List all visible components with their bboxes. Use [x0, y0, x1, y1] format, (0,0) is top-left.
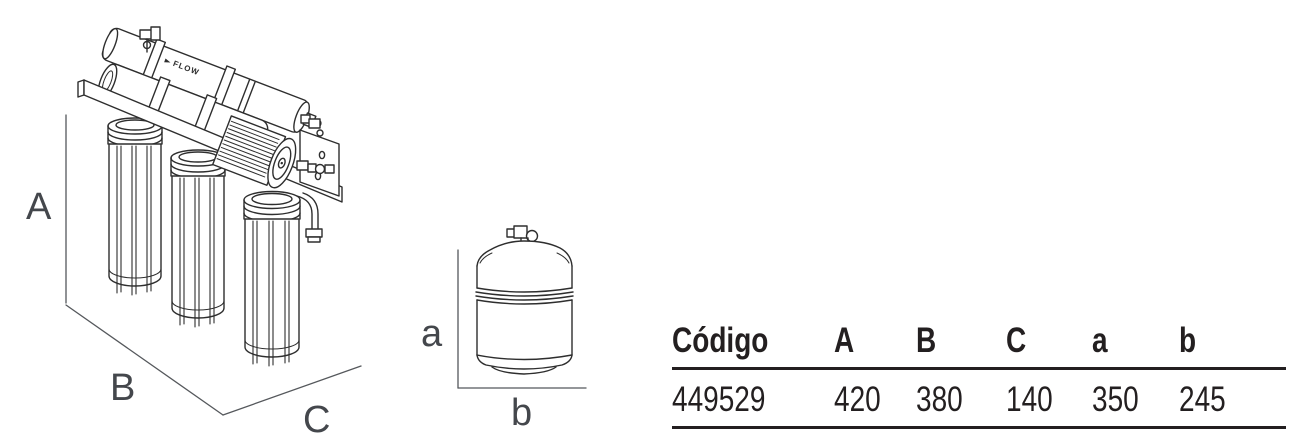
dim-label-a: a	[421, 313, 443, 355]
dim-label-C: C	[303, 399, 330, 441]
dim-label-A: A	[26, 186, 52, 228]
drain-elbow	[296, 192, 323, 243]
value-A: 420	[834, 380, 881, 419]
dim-line-B	[65, 304, 224, 416]
header-B: B	[916, 321, 937, 360]
filter-cartridge-3	[243, 190, 301, 367]
tank-dimension-lines	[457, 249, 587, 389]
value-B: 380	[916, 380, 963, 419]
spec-table-value-row: 449529 420 380 140 350 245	[672, 370, 1286, 429]
dim-label-b: b	[511, 392, 532, 434]
header-A: A	[834, 321, 855, 360]
value-b: 245	[1179, 380, 1226, 419]
spec-table: Código A B C a b 449529 420 380 140 350 …	[672, 317, 1286, 429]
tank-drawing	[475, 225, 574, 375]
technical-drawings: FLOW	[26, 26, 587, 441]
value-codigo: 449529	[672, 380, 766, 419]
filter-cartridge-1	[107, 117, 163, 296]
spec-table-header-row: Código A B C a b	[672, 317, 1286, 370]
booster-pump	[212, 115, 297, 189]
header-b: b	[1179, 321, 1197, 360]
header-C: C	[1006, 321, 1027, 360]
filter-dimension-lines	[65, 114, 362, 416]
outlet-fitting	[300, 114, 324, 137]
header-a: a	[1092, 321, 1108, 360]
dim-label-B: B	[110, 367, 135, 409]
header-codigo: Código	[672, 321, 769, 360]
value-a: 350	[1092, 380, 1139, 419]
pump-valve-fitting	[296, 160, 335, 175]
filter-cartridge-2	[170, 149, 226, 328]
inlet-fitting	[139, 26, 161, 53]
value-C: 140	[1006, 380, 1053, 419]
dim-line-C	[222, 365, 362, 416]
